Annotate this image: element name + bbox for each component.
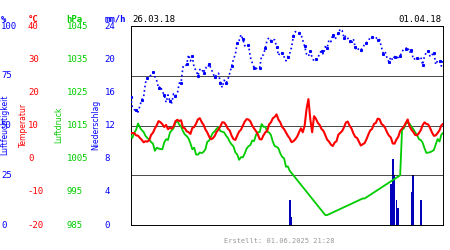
Bar (394, 175, 396, 225)
Text: mm/h: mm/h (104, 15, 126, 24)
Bar (397, 208, 399, 225)
Bar (420, 200, 422, 225)
Text: 75: 75 (1, 72, 12, 80)
Text: 20: 20 (28, 88, 39, 97)
Bar (410, 192, 412, 225)
Bar (392, 159, 393, 225)
Text: 1025: 1025 (67, 88, 88, 97)
Text: 0: 0 (28, 154, 33, 163)
Text: -20: -20 (28, 220, 44, 230)
Text: 985: 985 (67, 220, 83, 230)
Text: Erstellt: 01.06.2025 21:28: Erstellt: 01.06.2025 21:28 (224, 238, 334, 244)
Bar (396, 200, 397, 225)
Text: 20: 20 (104, 55, 115, 64)
Text: 30: 30 (28, 55, 39, 64)
Bar (289, 200, 291, 225)
Text: 10: 10 (28, 121, 39, 130)
Text: 1015: 1015 (67, 121, 88, 130)
Text: 26.03.18: 26.03.18 (133, 15, 176, 24)
Text: 0: 0 (104, 220, 110, 230)
Text: 1045: 1045 (67, 22, 88, 31)
Text: 0: 0 (1, 220, 6, 230)
Text: 1035: 1035 (67, 55, 88, 64)
Text: 16: 16 (104, 88, 115, 97)
Text: 01.04.18: 01.04.18 (398, 15, 441, 24)
Text: hPa: hPa (67, 15, 83, 24)
Text: Niederschlag: Niederschlag (91, 100, 100, 150)
Bar (390, 184, 392, 225)
Text: -10: -10 (28, 188, 44, 196)
Text: 50: 50 (1, 121, 12, 130)
Text: 25: 25 (1, 171, 12, 180)
Text: Luftfeuchtigkeit: Luftfeuchtigkeit (0, 95, 9, 155)
Text: 995: 995 (67, 188, 83, 196)
Bar (413, 175, 414, 225)
Text: 100: 100 (1, 22, 17, 31)
Text: Luftdruck: Luftdruck (54, 107, 63, 143)
Text: Temperatur: Temperatur (19, 103, 28, 147)
Text: 8: 8 (104, 154, 110, 163)
Text: 4: 4 (104, 188, 110, 196)
Text: 1005: 1005 (67, 154, 88, 163)
Text: 12: 12 (104, 121, 115, 130)
Text: %: % (1, 15, 6, 24)
Bar (291, 217, 292, 225)
Text: 24: 24 (104, 22, 115, 31)
Text: 40: 40 (28, 22, 39, 31)
Text: °C: °C (28, 15, 39, 24)
